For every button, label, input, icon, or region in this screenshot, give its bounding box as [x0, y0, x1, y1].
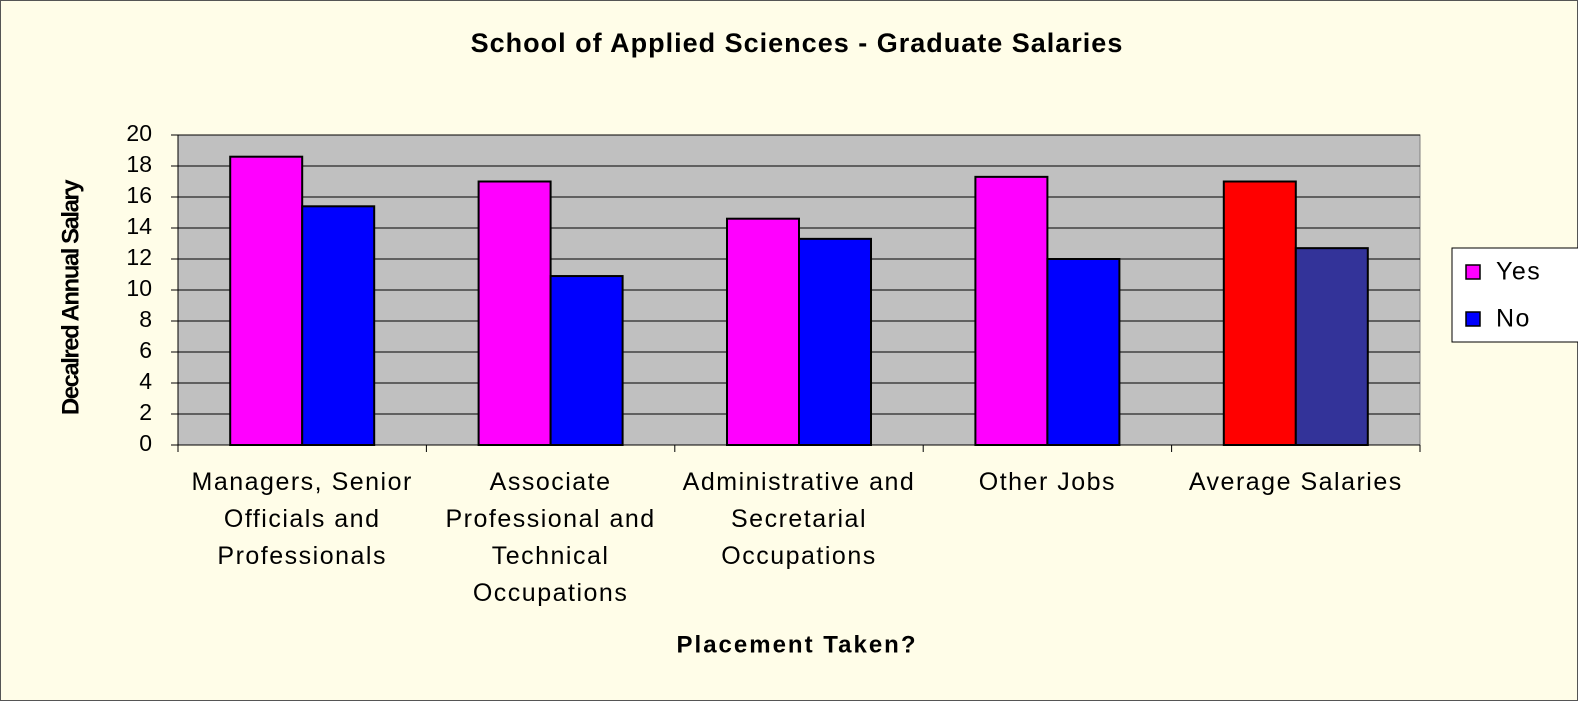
y-tick-label: 6 [139, 337, 152, 363]
legend-swatch [1465, 311, 1481, 327]
legend-label: Yes [1496, 258, 1541, 286]
y-tick-label: 2 [139, 399, 152, 425]
bar [1294, 247, 1369, 446]
bar [301, 205, 376, 446]
y-tick-label: 12 [126, 244, 152, 270]
x-tick-label: Associate Professional and Technical Occ… [445, 468, 656, 607]
bar [1222, 180, 1297, 446]
y-tick-label: 0 [139, 430, 152, 456]
x-tick-label: Administrative and Secretarial Occupatio… [682, 468, 916, 570]
bar [974, 175, 1049, 446]
chart-title: School of Applied Sciences - Graduate Sa… [471, 28, 1124, 58]
x-axis-title: Placement Taken? [677, 631, 918, 658]
x-tick-label: Average Salaries [1188, 468, 1403, 496]
y-tick-label: 10 [126, 275, 152, 301]
x-tick-label: Other Jobs [978, 468, 1117, 496]
bar [726, 217, 800, 446]
bar [229, 155, 304, 446]
y-tick-label: 18 [126, 151, 152, 177]
bar [549, 275, 624, 446]
x-tick-label: Managers, Senior Officials and Professio… [191, 468, 413, 570]
y-tick-label: 14 [126, 213, 152, 239]
y-tick-label: 20 [126, 120, 152, 146]
bar [477, 180, 552, 446]
y-tick-label: 4 [139, 368, 152, 394]
bar [1046, 258, 1121, 446]
legend-label: No [1496, 305, 1531, 333]
bar [798, 237, 872, 446]
y-tick-label: 8 [139, 306, 152, 332]
y-axis-title: Decalred Annual Salary [57, 179, 84, 415]
legend-swatch [1465, 264, 1481, 280]
y-tick-label: 16 [126, 182, 152, 208]
